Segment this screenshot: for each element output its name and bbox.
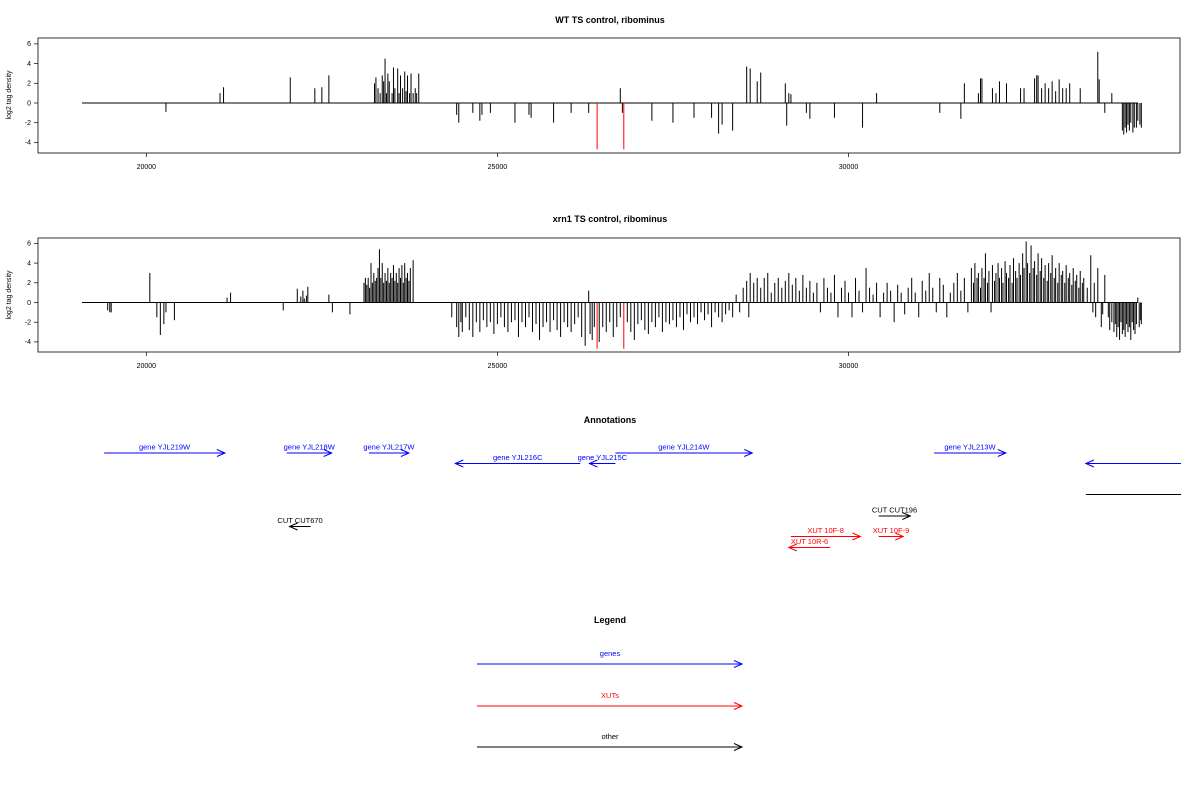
wt-x-tick-label: 30000: [839, 164, 859, 171]
legend-title: Legend: [594, 615, 626, 625]
wt-y-axis-label: log2 tag density: [6, 70, 13, 120]
feature-label-xut-10f-9: XUT 10F-9: [873, 526, 910, 535]
wt-y-tick-label: 2: [27, 81, 31, 88]
feature-arrow-gene-yjl215c: [588, 459, 616, 468]
xrn1-y-tick-label: 2: [27, 280, 31, 287]
wt-x-tick-label: 25000: [488, 164, 508, 171]
xrn1-y-tick-label: -2: [25, 320, 31, 327]
legend-label-xuts: XUTs: [601, 691, 619, 700]
feature-arrow-xut-10r-6: [787, 543, 831, 552]
annotations-title: Annotations: [584, 415, 637, 425]
xrn1-y-tick-label: 6: [27, 241, 31, 248]
feature-label-xut-10r-6: XUT 10R-6: [791, 537, 828, 546]
legend-items: genes XUTs other: [477, 649, 744, 751]
legend-arrow-other: [477, 743, 744, 751]
feature-label-gene-yjl214w: gene YJL214W: [658, 443, 710, 452]
legend-arrow-genes: [477, 660, 744, 668]
wt-plot-frame: [37, 37, 1181, 154]
feature-arrow-gene-yjl214w: [615, 449, 754, 457]
xrn1-y-tick-label: 0: [27, 300, 31, 307]
wt-y-tick-label: -4: [25, 140, 31, 147]
xrn1-track-panel: xrn1 TS control, ribominus log2 tag dens…: [6, 214, 1181, 370]
xrn1-x-tick-label: 30000: [839, 363, 859, 370]
xrn1-x-tick-label: 25000: [488, 363, 508, 370]
xrn1-y-axis: -4 -2 0 2 4 6: [25, 241, 38, 346]
annotation-features: gene YJL219W gene YJL218W gene YJL217W gene…: [104, 443, 1181, 552]
xrn1-track-title: xrn1 TS control, ribominus: [553, 214, 668, 224]
feature-arrow-gene-yjl213w: [934, 449, 1008, 457]
wt-y-tick-label: 6: [27, 41, 31, 48]
wt-density-bars: [82, 51, 1142, 150]
feature-label-gene-yjl213w: gene YJL213W: [944, 443, 996, 452]
feature-arrow-gene-yjl217w: [368, 449, 411, 457]
wt-y-tick-label: 0: [27, 100, 31, 107]
xrn1-x-tick-label: 20000: [137, 363, 157, 370]
feature-label-cut-cut196: CUT CUT196: [872, 506, 917, 515]
legend-label-genes: genes: [600, 649, 621, 658]
xrn1-y-tick-label: 4: [27, 260, 31, 267]
wt-y-tick-label: 4: [27, 61, 31, 68]
feature-label-gene-yjl216c: gene YJL216C: [493, 453, 543, 462]
feature-label-xut-10f-8: XUT 10F-8: [807, 526, 844, 535]
wt-y-axis: -4 -2 0 2 4 6: [25, 41, 38, 147]
wt-x-tick-label: 20000: [137, 164, 157, 171]
feature-arrow-cut-cut670: [288, 522, 311, 531]
feature-label-cut-cut670: CUT CUT670: [277, 516, 322, 525]
wt-track-panel: WT TS control, ribominus log2 tag densit…: [6, 15, 1181, 171]
xrn1-density-bars: [82, 241, 1142, 349]
feature-arrow-xut-10f-8: [790, 532, 862, 541]
wt-x-axis: 20000 25000 30000: [137, 153, 859, 171]
xrn1-plot-frame: [37, 237, 1181, 353]
feature-arrow-unlabeled-gene-row1: [1084, 459, 1181, 468]
feature-arrow-xut-10f-9: [878, 532, 905, 541]
feature-label-gene-yjl218w: gene YJL218W: [284, 443, 336, 452]
feature-arrow-gene-yjl219w: [104, 449, 227, 457]
feature-label-gene-yjl219w: gene YJL219W: [139, 443, 191, 452]
legend-arrow-xuts: [477, 702, 744, 710]
feature-label-gene-yjl215c: gene YJL215C: [578, 453, 628, 462]
xrn1-y-tick-label: -4: [25, 339, 31, 346]
legend-panel: Legend genes XUTs other: [477, 615, 744, 751]
wt-track-title: WT TS control, ribominus: [555, 15, 665, 25]
annotations-panel: Annotations gene YJL219W gene YJL218W gene…: [104, 415, 1181, 552]
feature-arrow-cut-cut196: [878, 512, 912, 520]
feature-arrow-gene-yjl218w: [286, 449, 333, 457]
feature-label-gene-yjl217w: gene YJL217W: [363, 443, 415, 452]
feature-arrow-gene-yjl216c: [454, 459, 581, 468]
wt-y-tick-label: -2: [25, 120, 31, 127]
xrn1-x-axis: 20000 25000 30000: [137, 352, 859, 370]
legend-label-other: other: [601, 732, 619, 741]
xrn1-y-axis-label: log2 tag density: [6, 270, 13, 320]
